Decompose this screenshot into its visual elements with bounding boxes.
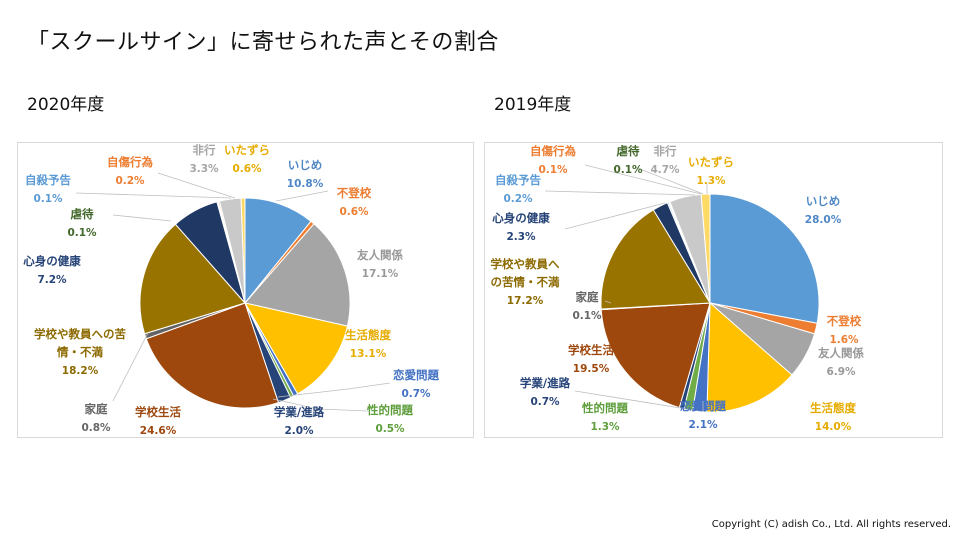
slice-label-2019-6: 性的問題	[582, 401, 628, 415]
slice-value-2020-13: 0.1%	[33, 193, 63, 205]
leader-line-2020-7	[157, 172, 236, 199]
slice-label-2019-10-line2: の苦情・不満	[491, 275, 560, 289]
leader-line-2020-2	[277, 382, 391, 398]
slice-label-2019-3: 友人関係	[818, 346, 864, 360]
leader-line-2020-3	[272, 398, 369, 412]
leader-line-2019-3	[604, 300, 612, 304]
slice-value-2019-2: 1.6%	[829, 334, 859, 346]
slice-value-2019-12: 0.2%	[503, 193, 533, 205]
slice-label-2019-5: 恋愛問題	[680, 399, 726, 413]
slice-label-2020-14: 自傷行為	[107, 155, 153, 169]
pie-slice-2020-8	[145, 302, 280, 409]
slice-value-2019-15: 4.7%	[650, 164, 680, 176]
slice-value-2019-10: 17.2%	[507, 295, 544, 307]
slice-label-2019-7: 学業/進路	[520, 376, 571, 390]
slice-label-2019-9: 家庭	[576, 290, 599, 304]
slice-label-2019-15: 非行	[654, 144, 677, 158]
slice-label-2019-14: 虐待	[617, 144, 640, 158]
page-title: 「スクールサイン」に寄せられた声とその割合	[27, 30, 499, 55]
slice-value-2019-8: 19.5%	[573, 363, 610, 375]
slice-label-2019-12: 自殺予告	[495, 173, 541, 187]
slice-label-2019-1: いじめ	[806, 194, 841, 208]
pie-slice-2019-16	[700, 193, 711, 304]
slice-value-2019-6: 1.3%	[590, 421, 620, 433]
pie-chart-2020-frame: いじめ 10.8% 不登校 0.6% 友人関係 17.1% 生活態度 13.1% 恋愛問題 0.7…	[17, 142, 474, 438]
slice-value-2020-4: 13.1%	[350, 348, 387, 360]
slice-label-2019-2: 不登校	[827, 314, 862, 328]
slice-value-2019-3: 6.9%	[826, 366, 856, 378]
pie-chart-2020: いじめ 10.8% 不登校 0.6% 友人関係 17.1% 生活態度 13.1% 恋愛問題 0.7…	[23, 143, 439, 437]
slice-label-2019-10-line1: 学校や教員へ	[491, 257, 560, 271]
leader-line-2020-5	[112, 214, 172, 222]
slice-value-2019-1: 28.0%	[805, 214, 842, 226]
slice-value-2020-5: 0.7%	[401, 388, 431, 400]
slice-value-2020-7: 2.0%	[284, 425, 314, 437]
pie-chart-2019: いじめ 28.0% 不登校 1.6%友人関係 6.9% 生活態度 14.0% 恋愛問題 2.1%…	[491, 144, 865, 433]
slice-label-2020-5: 恋愛問題	[393, 368, 439, 382]
slice-value-2019-13: 0.1%	[538, 164, 568, 176]
slice-value-2020-10: 18.2%	[62, 365, 99, 377]
leader-line-2019-4	[564, 202, 666, 230]
slice-value-2020-14: 0.2%	[115, 175, 145, 187]
leader-line-2020-6	[75, 192, 232, 199]
slice-value-2020-3: 17.1%	[362, 268, 399, 280]
slice-label-2020-2: 不登校	[337, 186, 372, 200]
slice-label-2020-10-line1: 学校や教員への苦	[34, 327, 126, 341]
slice-value-2020-11: 7.2%	[37, 274, 67, 286]
slice-label-2020-9: 家庭	[85, 402, 108, 416]
pie-chart-2019-frame: いじめ 28.0% 不登校 1.6% 友人関係 6.9% 生活態度 14.0% 恋愛問題 2.1%…	[484, 142, 943, 438]
slice-label-2020-6: 性的問題	[367, 403, 413, 417]
slice-label-2020-3: 友人関係	[357, 248, 403, 262]
slice-value-2019-14: 0.1%	[613, 164, 643, 176]
leader-line-2020-1	[275, 190, 329, 202]
slice-value-2020-8: 24.6%	[140, 425, 177, 437]
pie-slice-2019-1	[709, 193, 820, 324]
slice-value-2019-5: 2.1%	[688, 419, 718, 431]
pie-slice-2020-10	[139, 223, 246, 335]
copyright-notice: Copyright (C) adish Co., Ltd. All rights…	[711, 519, 951, 530]
slice-label-2020-1: いじめ	[288, 158, 323, 172]
slice-label-2019-8: 学校生活	[568, 343, 614, 357]
slice-label-2019-4: 生活態度	[810, 401, 856, 415]
slice-value-2020-9: 0.8%	[81, 422, 111, 434]
slice-value-2019-9: 0.1%	[572, 310, 602, 322]
slice-label-2019-11: 心身の健康	[492, 211, 550, 225]
slice-label-2020-7: 学業/進路	[274, 405, 325, 419]
pie-slice-2020-16	[240, 197, 246, 304]
slice-label-2020-11: 心身の健康	[23, 254, 81, 268]
slice-value-2019-16: 1.3%	[696, 175, 726, 187]
slice-label-2020-16: いたずら	[224, 143, 270, 157]
slice-value-2020-2: 0.6%	[339, 206, 369, 218]
pie-slice-2020-3	[244, 223, 351, 327]
leader-line-2020-4	[112, 332, 149, 402]
slice-label-2020-10-line2: 情・不満	[56, 345, 103, 359]
leader-line-2019-6	[584, 164, 702, 195]
slice-label-2019-13: 自傷行為	[530, 144, 576, 158]
pie-slice-2019-10	[600, 209, 711, 310]
slice-value-2019-11: 2.3%	[506, 231, 536, 243]
slice-value-2020-15: 3.3%	[189, 163, 219, 175]
pie-slice-2020-1	[244, 197, 312, 305]
slice-label-2020-12: 虐待	[71, 207, 94, 221]
slice-label-2020-15: 非行	[193, 143, 216, 157]
leader-line-2019-5	[544, 190, 696, 196]
slice-label-2020-13: 自殺予告	[25, 173, 71, 187]
leader-line-2019-7	[634, 166, 704, 195]
slice-value-2020-12: 0.1%	[67, 227, 97, 239]
slice-value-2020-16: 0.6%	[232, 163, 262, 175]
slice-label-2019-16: いたずら	[688, 155, 734, 169]
slice-label-2020-4: 生活態度	[345, 328, 391, 342]
leader-line-2019-2	[574, 390, 700, 412]
slice-value-2019-7: 0.7%	[530, 396, 560, 408]
slice-value-2020-1: 10.8%	[287, 178, 324, 190]
slice-value-2019-4: 14.0%	[815, 421, 852, 433]
chart-title-2020: 2020年度	[27, 95, 105, 115]
pie-slice-2020-4	[243, 302, 349, 395]
slice-label-2020-8: 学校生活	[135, 405, 181, 419]
chart-title-2019: 2019年度	[494, 95, 572, 115]
pie-slice-2019-8	[600, 302, 711, 409]
pie-slice-2019-4	[706, 301, 793, 413]
slice-value-2020-6: 0.5%	[375, 423, 405, 435]
